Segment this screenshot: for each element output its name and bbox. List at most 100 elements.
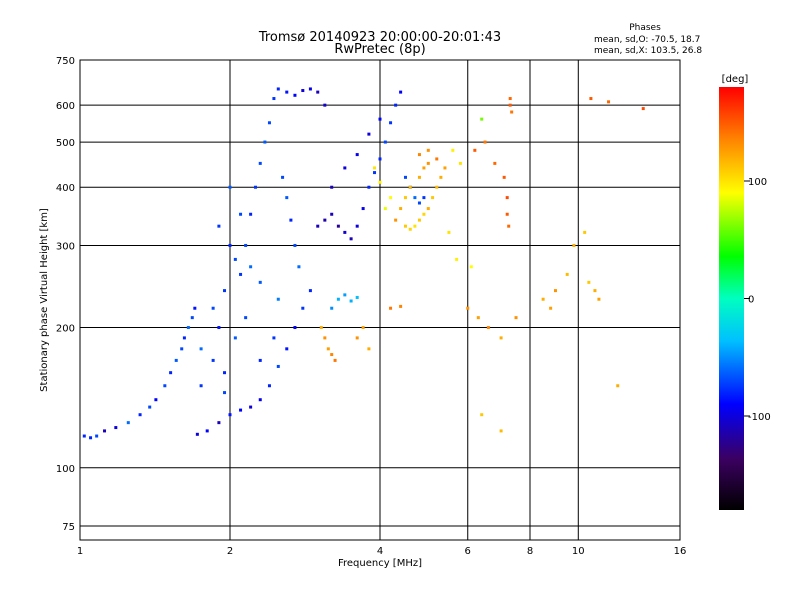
data-point-s1 xyxy=(426,161,430,165)
data-point-s0 xyxy=(301,89,305,93)
data-point-s0 xyxy=(330,306,334,310)
data-point-s1 xyxy=(480,117,484,121)
data-point-s0 xyxy=(276,87,280,91)
legend-title: Phases xyxy=(629,23,661,33)
data-point-s1 xyxy=(378,180,382,184)
data-point-s1 xyxy=(541,297,545,301)
data-point-s1 xyxy=(508,97,512,101)
data-point-s1 xyxy=(443,166,447,170)
data-point-s1 xyxy=(505,196,509,200)
data-point-s1 xyxy=(422,212,426,216)
data-point-s0 xyxy=(285,196,289,200)
data-point-s0 xyxy=(422,196,426,200)
data-point-s1 xyxy=(389,196,393,200)
data-point-s0 xyxy=(95,434,99,438)
data-point-s0 xyxy=(103,429,107,433)
colorbar-label: [deg] xyxy=(722,74,749,85)
data-point-s1 xyxy=(480,413,484,417)
data-point-s0 xyxy=(154,398,158,402)
y-tick-label: 100 xyxy=(56,464,75,475)
data-point-s0 xyxy=(308,87,312,91)
data-point-s1 xyxy=(435,157,439,161)
data-point-s0 xyxy=(228,413,232,417)
data-point-s0 xyxy=(413,196,417,200)
data-point-s1 xyxy=(553,289,557,293)
data-point-s1 xyxy=(572,243,576,247)
data-point-s0 xyxy=(373,171,377,175)
legend-line-x: mean, sd,X: 103.5, 26.8 xyxy=(594,46,702,56)
y-tick-label: 300 xyxy=(56,241,75,252)
data-point-s0 xyxy=(239,272,243,276)
data-point-s1 xyxy=(476,316,480,320)
data-point-s0 xyxy=(323,218,327,222)
data-point-s0 xyxy=(114,426,118,430)
data-point-s0 xyxy=(272,97,276,101)
data-point-s0 xyxy=(258,398,262,402)
y-tick-label: 200 xyxy=(56,324,75,335)
data-point-s0 xyxy=(249,212,253,216)
data-point-s0 xyxy=(355,295,359,299)
data-point-s0 xyxy=(228,185,232,189)
data-point-s0 xyxy=(180,347,184,351)
data-point-s0 xyxy=(336,297,340,301)
data-point-s1 xyxy=(408,227,412,231)
data-point-s1 xyxy=(361,326,365,330)
data-point-s0 xyxy=(289,218,293,222)
data-point-s0 xyxy=(336,224,340,228)
data-point-s1 xyxy=(458,161,462,165)
data-point-s1 xyxy=(417,175,421,179)
data-point-s1 xyxy=(333,358,337,362)
data-point-s0 xyxy=(174,358,178,362)
data-point-s0 xyxy=(249,405,253,409)
data-point-s0 xyxy=(361,207,365,211)
x-tick-labels: 1 2 4 6 8 10 16 xyxy=(77,546,687,557)
data-point-s0 xyxy=(293,243,297,247)
x-tick-label: 10 xyxy=(572,546,585,557)
data-point-s1 xyxy=(426,207,430,211)
data-point-s1 xyxy=(408,185,412,189)
data-point-s1 xyxy=(399,207,403,211)
data-point-s1 xyxy=(641,107,645,111)
data-point-s0 xyxy=(228,243,232,247)
y-tick-labels: 75 100 200 300 400 500 600 750 xyxy=(56,56,75,533)
colorbar-tick-label: -100 xyxy=(748,412,771,423)
data-point-s0 xyxy=(138,413,142,417)
data-point-s1 xyxy=(483,140,487,144)
data-point-s0 xyxy=(281,175,285,179)
data-point-s0 xyxy=(253,185,257,189)
data-point-s0 xyxy=(399,90,403,94)
data-point-s0 xyxy=(297,265,301,269)
legend-line-o: mean, sd,O: -70.5, 18.7 xyxy=(594,35,700,45)
data-point-s1 xyxy=(597,297,601,301)
data-point-s0 xyxy=(355,153,359,157)
data-point-s1 xyxy=(399,304,403,308)
data-point-s0 xyxy=(330,212,334,216)
data-point-s1 xyxy=(355,336,359,340)
x-tick-label: 16 xyxy=(674,546,687,557)
data-point-s0 xyxy=(233,257,237,261)
x-tick-label: 2 xyxy=(227,546,233,557)
data-point-s1 xyxy=(505,212,509,216)
y-tick-label: 75 xyxy=(62,522,75,533)
data-point-s1 xyxy=(403,224,407,228)
data-point-s1 xyxy=(451,148,455,152)
data-point-s1 xyxy=(422,166,426,170)
data-point-s0 xyxy=(301,306,305,310)
data-point-s0 xyxy=(186,326,190,330)
y-tick-label: 400 xyxy=(56,183,75,194)
data-point-s0 xyxy=(389,121,393,125)
data-point-s0 xyxy=(263,140,267,144)
y-axis-label: Stationary phase Virtual Height [km] xyxy=(39,208,50,392)
colorbar xyxy=(719,87,744,510)
data-point-s0 xyxy=(239,212,243,216)
data-point-s0 xyxy=(223,289,227,293)
data-point-s0 xyxy=(82,434,86,438)
data-point-s0 xyxy=(316,224,320,228)
data-point-s0 xyxy=(223,391,227,395)
data-point-s0 xyxy=(355,224,359,228)
data-point-s0 xyxy=(258,161,262,165)
data-point-s0 xyxy=(223,371,227,375)
data-point-s0 xyxy=(383,140,387,144)
data-point-s0 xyxy=(378,117,382,121)
